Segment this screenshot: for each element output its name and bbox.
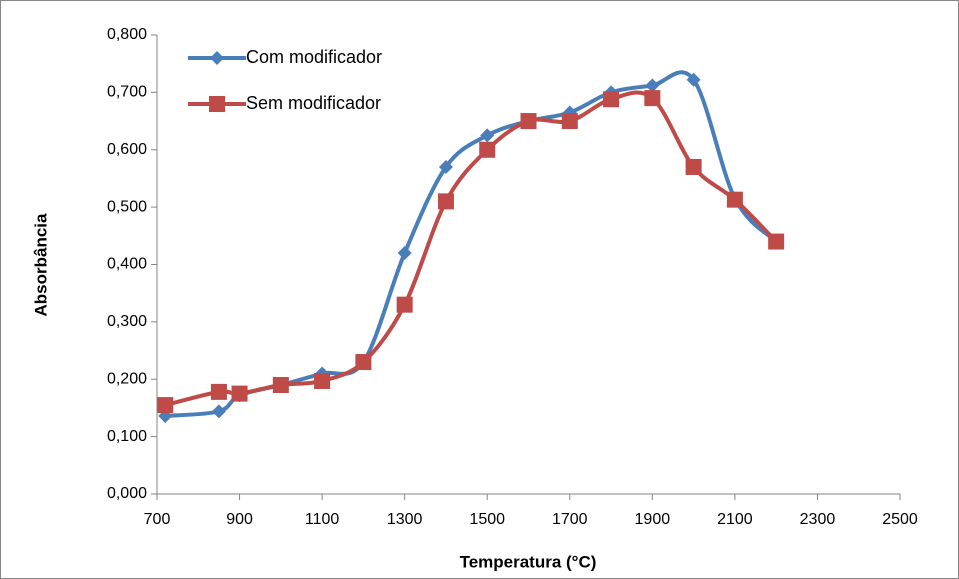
y-tick-label: 0,800 [107, 26, 147, 43]
marker [397, 246, 412, 261]
marker [685, 158, 702, 175]
marker [686, 72, 701, 87]
y-tick-label: 0,400 [107, 256, 147, 273]
marker [231, 385, 248, 402]
y-tick-label: 0,000 [107, 485, 147, 502]
x-tick-label: 1900 [635, 511, 671, 528]
y-tick-label: 0,600 [107, 141, 147, 158]
marker [561, 113, 578, 130]
marker [272, 376, 289, 393]
marker [355, 354, 372, 371]
marker [479, 141, 496, 158]
legend-label: Com modificador [246, 47, 382, 67]
marker [645, 78, 660, 93]
marker [210, 383, 227, 400]
x-tick-label: 900 [226, 511, 253, 528]
y-axis-title: Absorbância [31, 213, 50, 317]
marker [396, 296, 413, 313]
x-tick-label: 2300 [800, 511, 836, 528]
marker [480, 128, 495, 143]
x-tick-label: 1300 [387, 511, 423, 528]
y-tick-label: 0,100 [107, 428, 147, 445]
x-tick-label: 1100 [305, 511, 340, 528]
y-tick-label: 0,500 [107, 198, 147, 215]
marker [726, 191, 743, 208]
marker [211, 404, 226, 419]
marker [314, 372, 331, 389]
marker [520, 113, 537, 130]
x-axis-title: Temperatura (°C) [460, 552, 597, 571]
x-tick-label: 2100 [717, 511, 753, 528]
series-line [164, 90, 778, 408]
x-tick-label: 1700 [552, 511, 588, 528]
marker [603, 91, 620, 108]
marker [437, 193, 454, 210]
marker [768, 233, 785, 250]
x-tick-label: 1500 [469, 511, 505, 528]
legend-label: Sem modificador [246, 93, 381, 113]
marker [644, 90, 661, 107]
y-tick-label: 0,700 [107, 84, 147, 101]
y-tick-label: 0,200 [107, 370, 147, 387]
marker [157, 397, 174, 414]
y-tick-label: 0,300 [107, 313, 147, 330]
x-tick-label: 2500 [882, 511, 918, 528]
marker [210, 51, 224, 65]
marker [209, 96, 225, 112]
x-tick-label: 700 [144, 511, 171, 528]
marker [438, 159, 453, 174]
